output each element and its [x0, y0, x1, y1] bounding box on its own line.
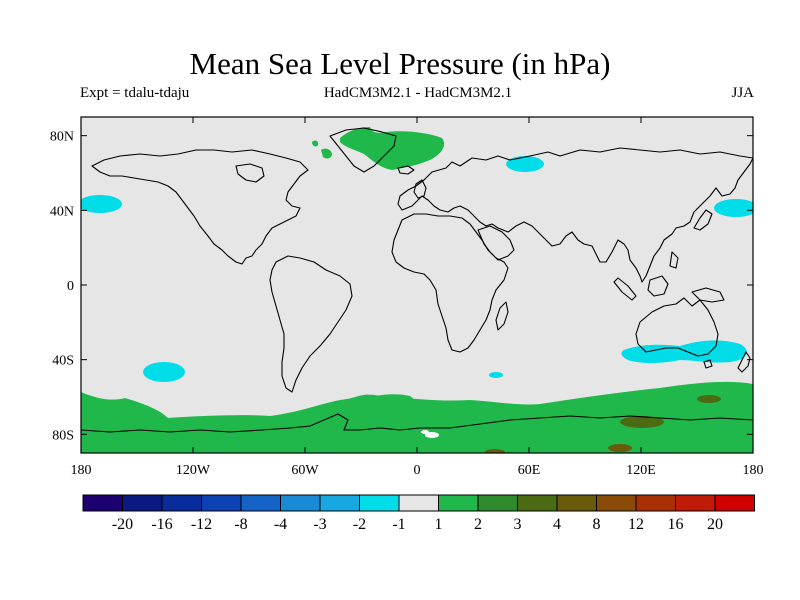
colorbar-label: -12 [191, 516, 212, 533]
y-tick-label: 40S [52, 354, 74, 369]
y-tick-label: 40N [50, 204, 74, 219]
coast-new-zealand [737, 351, 751, 373]
colorbar-label: 16 [668, 516, 684, 533]
colorbar: -20 -16 -12 -8 -4 -3 -2 -1 1 2 3 4 8 12 16 20 [82, 494, 755, 533]
gap-antarctic-b [421, 430, 429, 434]
coast-uk [413, 179, 427, 199]
colorbar-label: 12 [628, 516, 644, 533]
coast-eurasia [397, 147, 753, 283]
y-tick-label: 80N [50, 130, 74, 145]
x-tick-label: 180 [743, 463, 764, 478]
colorbar-swatch [556, 494, 597, 512]
coast-africa [391, 213, 509, 353]
anomaly-antarctic-dark-a [620, 416, 664, 428]
x-tick-label: 60E [518, 463, 541, 478]
anomaly-south-pacific [143, 362, 185, 382]
colorbar-label: -4 [274, 516, 287, 533]
anomaly-arctic-spot-b [312, 140, 319, 147]
colorbar-label: -2 [353, 516, 366, 533]
colorbar-swatch [82, 494, 123, 512]
anomaly-southern-ocean [81, 381, 753, 453]
colorbar-swatch [201, 494, 242, 512]
coast-tasmania [703, 359, 713, 369]
colorbar-label: -3 [313, 516, 326, 533]
colorbar-label: -1 [392, 516, 405, 533]
coastlines [81, 127, 753, 433]
colorbar-label: -20 [112, 516, 133, 533]
anomaly-antarctic-dark-b [697, 395, 721, 403]
x-tick-label: 0 [414, 463, 421, 478]
anomaly-antarctic-dark-c [608, 444, 632, 452]
experiment-label: Expt = tdalu-tdaju [80, 85, 190, 101]
anomaly-antarctic-dark-d [485, 449, 505, 453]
colorbar-swatch [714, 494, 755, 512]
coast-borneo [647, 275, 669, 297]
coast-new-guinea [691, 287, 725, 303]
y-tick-label: 80S [52, 428, 74, 443]
coast-sumatra [613, 277, 637, 301]
colorbar-label: 2 [474, 516, 482, 533]
coast-antarctica [81, 413, 753, 433]
y-axis: 80N 40N 0 40S 80S [50, 130, 753, 443]
colorbar-label: 8 [593, 516, 601, 533]
x-axis: 180 120W 60W 0 60E 120E 180 [71, 117, 764, 478]
colorbar-swatch [596, 494, 637, 512]
colorbar-swatch [675, 494, 716, 512]
colorbar-label: -8 [234, 516, 247, 533]
anomaly-south-africa-spot [489, 372, 503, 378]
anomaly-barents [506, 156, 544, 172]
colorbar-swatch [359, 494, 400, 512]
coast-north-america [91, 149, 309, 265]
coast-australia [635, 297, 719, 357]
colorbar-swatch [398, 494, 439, 512]
season-label: JJA [731, 85, 754, 101]
colorbar-swatch [122, 494, 163, 512]
coast-hudson-bay [235, 163, 265, 183]
coast-south-america [269, 255, 353, 393]
colorbar-swatch [477, 494, 518, 512]
y-tick-label: 0 [67, 279, 74, 294]
colorbar-swatch [280, 494, 321, 512]
colorbar-label: 20 [707, 516, 723, 533]
x-tick-label: 120E [626, 463, 656, 478]
gap-antarctic-a [425, 432, 439, 438]
page-title: Mean Sea Level Pressure (in hPa) [189, 46, 611, 81]
x-tick-label: 120W [176, 463, 211, 478]
coast-philippines [669, 251, 679, 269]
colorbar-swatch [635, 494, 676, 512]
coast-arabia [477, 225, 515, 261]
colorbar-label: 4 [553, 516, 561, 533]
colorbar-swatch [240, 494, 281, 512]
colorbar-swatch [438, 494, 479, 512]
model-label: HadCM3M2.1 - HadCM3M2.1 [323, 85, 513, 101]
colorbar-swatch [319, 494, 360, 512]
coast-madagascar [495, 301, 509, 331]
anomaly-north-pacific-west [714, 199, 753, 217]
colorbar-label: -16 [151, 516, 172, 533]
x-tick-label: 60W [291, 463, 319, 478]
colorbar-label: 3 [514, 516, 522, 533]
x-tick-label: 180 [71, 463, 92, 478]
anomaly-fields [81, 127, 753, 453]
colorbar-swatch [517, 494, 558, 512]
colorbar-swatch [161, 494, 202, 512]
anomaly-south-atlantic [355, 394, 414, 411]
coast-greenland [329, 127, 397, 173]
anomaly-arctic-spot-a [321, 148, 332, 159]
coast-japan [693, 209, 713, 231]
coast-iceland [397, 165, 415, 175]
anomaly-north-pacific-east [81, 195, 122, 213]
colorbar-label: 1 [435, 516, 443, 533]
